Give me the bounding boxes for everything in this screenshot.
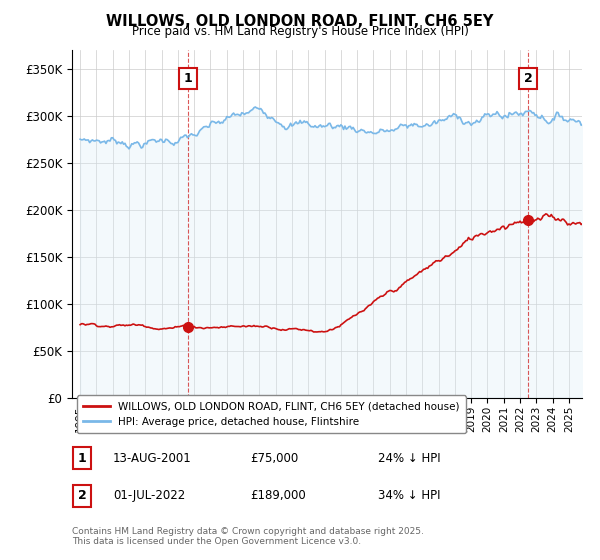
Text: 13-AUG-2001: 13-AUG-2001 [113,452,191,465]
Text: 2: 2 [78,489,86,502]
Text: 24% ↓ HPI: 24% ↓ HPI [378,452,440,465]
Text: 1: 1 [78,452,86,465]
Legend: WILLOWS, OLD LONDON ROAD, FLINT, CH6 5EY (detached house), HPI: Average price, d: WILLOWS, OLD LONDON ROAD, FLINT, CH6 5EY… [77,395,466,433]
Text: 2: 2 [524,72,533,85]
Text: 34% ↓ HPI: 34% ↓ HPI [378,489,440,502]
Text: WILLOWS, OLD LONDON ROAD, FLINT, CH6 5EY: WILLOWS, OLD LONDON ROAD, FLINT, CH6 5EY [106,14,494,29]
Text: £75,000: £75,000 [251,452,299,465]
Text: 01-JUL-2022: 01-JUL-2022 [113,489,185,502]
Text: 1: 1 [184,72,193,85]
Text: Price paid vs. HM Land Registry's House Price Index (HPI): Price paid vs. HM Land Registry's House … [131,25,469,38]
Text: £189,000: £189,000 [251,489,306,502]
Text: Contains HM Land Registry data © Crown copyright and database right 2025.
This d: Contains HM Land Registry data © Crown c… [72,527,424,547]
